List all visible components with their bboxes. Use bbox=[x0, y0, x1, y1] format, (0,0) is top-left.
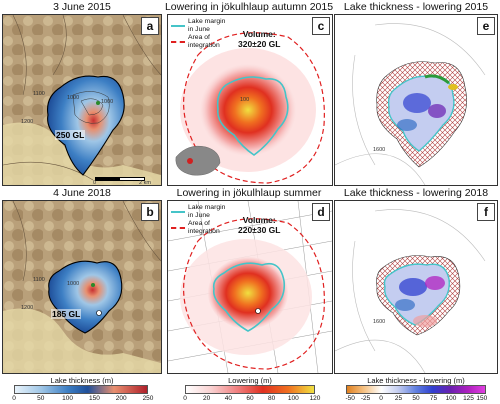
tick-thickness-2: 100 bbox=[62, 395, 74, 402]
legend-panel-c: Lake margin in June Area of integration bbox=[171, 18, 225, 50]
lake-volume-label-a: 250 GL bbox=[55, 130, 86, 140]
map-panel-a: 1100 1200 1000 1000 250 GL 0 2 km a bbox=[2, 14, 162, 186]
volume-value-d: 220±30 GL bbox=[238, 225, 281, 235]
map-panel-e: 1600 e bbox=[334, 14, 498, 186]
legend-panel-d: Lake margin in June Area of integration bbox=[171, 204, 225, 236]
tick-thickness-3: 150 bbox=[88, 395, 100, 402]
tick-thickness-0: 0 bbox=[12, 395, 16, 402]
colorbar-thickness-ticks: 0 50 100 150 200 250 bbox=[12, 395, 153, 404]
tick-thickness-5: 250 bbox=[142, 395, 154, 402]
contour-label-a-1: 1100 bbox=[33, 91, 45, 97]
tick-difference-2: 0 bbox=[379, 395, 383, 402]
colorbar-lowering bbox=[185, 385, 315, 394]
legend-margin-swatch-c bbox=[171, 25, 185, 27]
title-panel-c: Lowering in jökulhlaup autumn 2015 bbox=[164, 1, 334, 13]
colorbar-difference-title: Lake thickness - lowering (m) bbox=[367, 376, 465, 385]
volume-heading-d: Volume: bbox=[242, 215, 276, 225]
volume-label-d: Volume: 220±30 GL bbox=[238, 215, 280, 235]
title-panel-f: Lake thickness - lowering 2018 bbox=[343, 187, 489, 199]
lowering-map-c bbox=[168, 15, 332, 185]
tick-lowering-5: 100 bbox=[287, 395, 299, 402]
lowering-map-d bbox=[168, 201, 332, 373]
tick-thickness-4: 200 bbox=[115, 395, 127, 402]
map-panel-b: 1100 1200 1000 185 GL b bbox=[2, 200, 162, 374]
tick-difference-6: 100 bbox=[445, 395, 457, 402]
legend-margin-label-d: Lake margin in June bbox=[188, 204, 226, 219]
lake-volume-label-b: 185 GL bbox=[51, 309, 82, 319]
tick-difference-3: 25 bbox=[394, 395, 403, 402]
map-panel-c: Lake margin in June Area of integration … bbox=[167, 14, 333, 186]
tick-lowering-1: 20 bbox=[203, 395, 211, 402]
panel-letter-a: a bbox=[141, 17, 159, 35]
colorbar-difference-ticks: -50 -25 0 25 50 75 100 125 150 bbox=[345, 395, 488, 404]
difference-map-e bbox=[335, 15, 497, 185]
contour-label-c: 100 bbox=[240, 97, 250, 103]
tick-lowering-4: 80 bbox=[268, 395, 276, 402]
panel-letter-d: d bbox=[312, 203, 330, 221]
tick-difference-4: 50 bbox=[412, 395, 420, 402]
scale-label-end: 2 km bbox=[139, 180, 151, 186]
scale-label-start: 0 bbox=[93, 180, 97, 186]
legend-area-label-d: Area of integration bbox=[188, 220, 220, 235]
legend-area-swatch-d bbox=[171, 227, 185, 229]
tick-difference-5: 75 bbox=[429, 395, 438, 402]
volume-value-c: 320±20 GL bbox=[238, 39, 281, 49]
map-panel-d: Lake margin in June Area of integration … bbox=[167, 200, 333, 374]
colorbar-difference bbox=[346, 385, 486, 394]
legend-area-label-c: Area of integration bbox=[188, 34, 220, 49]
contour-label-b-3: 1000 bbox=[67, 281, 80, 287]
contour-label-b-2: 1200 bbox=[21, 305, 34, 311]
contour-label-a-2: 1200 bbox=[21, 119, 34, 125]
panel-letter-c: c bbox=[312, 17, 330, 35]
legend-area-swatch-c bbox=[171, 41, 185, 43]
title-panel-d: Lowering in jökulhlaup summer 2018 bbox=[176, 187, 322, 213]
volume-label-c: Volume: 320±20 GL bbox=[238, 29, 280, 49]
colorbar-lowering-title: Lowering (m) bbox=[228, 376, 272, 385]
difference-map-f bbox=[335, 201, 497, 373]
tick-lowering-2: 40 bbox=[224, 395, 232, 402]
tick-lowering-3: 60 bbox=[246, 395, 254, 402]
colorbar-thickness bbox=[14, 385, 148, 394]
volume-heading-c: Volume: bbox=[242, 29, 276, 39]
colorbar-thickness-title: Lake thickness (m) bbox=[50, 376, 114, 385]
contour-label-a-4: 1000 bbox=[101, 99, 114, 105]
contour-label-e: 1600 bbox=[373, 147, 386, 153]
legend-margin-swatch-d bbox=[171, 211, 185, 213]
panel-letter-b: b bbox=[141, 203, 159, 221]
title-panel-a: 3 June 2015 bbox=[53, 1, 111, 13]
panel-letter-e: e bbox=[477, 17, 495, 35]
tick-lowering-0: 0 bbox=[183, 395, 187, 402]
contour-label-b-1: 1100 bbox=[33, 277, 45, 283]
tick-difference-1: -25 bbox=[360, 395, 371, 402]
tick-difference-8: 150 bbox=[476, 395, 488, 402]
legend-margin-label-c: Lake margin in June bbox=[188, 18, 226, 33]
terrain-map-a bbox=[3, 15, 161, 185]
tick-difference-7: 125 bbox=[463, 395, 474, 402]
colorbar-lowering-ticks: 0 20 40 60 80 100 120 bbox=[183, 395, 320, 404]
title-panel-e: Lake thickness - lowering 2015 bbox=[343, 1, 489, 13]
tick-lowering-6: 120 bbox=[309, 395, 321, 402]
title-panel-b: 4 June 2018 bbox=[53, 187, 111, 199]
map-panel-f: 1600 f bbox=[334, 200, 498, 374]
terrain-map-b bbox=[3, 201, 161, 373]
contour-label-f: 1600 bbox=[373, 319, 386, 325]
panel-letter-f: f bbox=[477, 203, 495, 221]
scale-bar bbox=[95, 177, 145, 181]
tick-difference-0: -50 bbox=[345, 395, 355, 402]
contour-label-a-3: 1000 bbox=[67, 95, 80, 101]
tick-thickness-1: 50 bbox=[37, 395, 45, 402]
